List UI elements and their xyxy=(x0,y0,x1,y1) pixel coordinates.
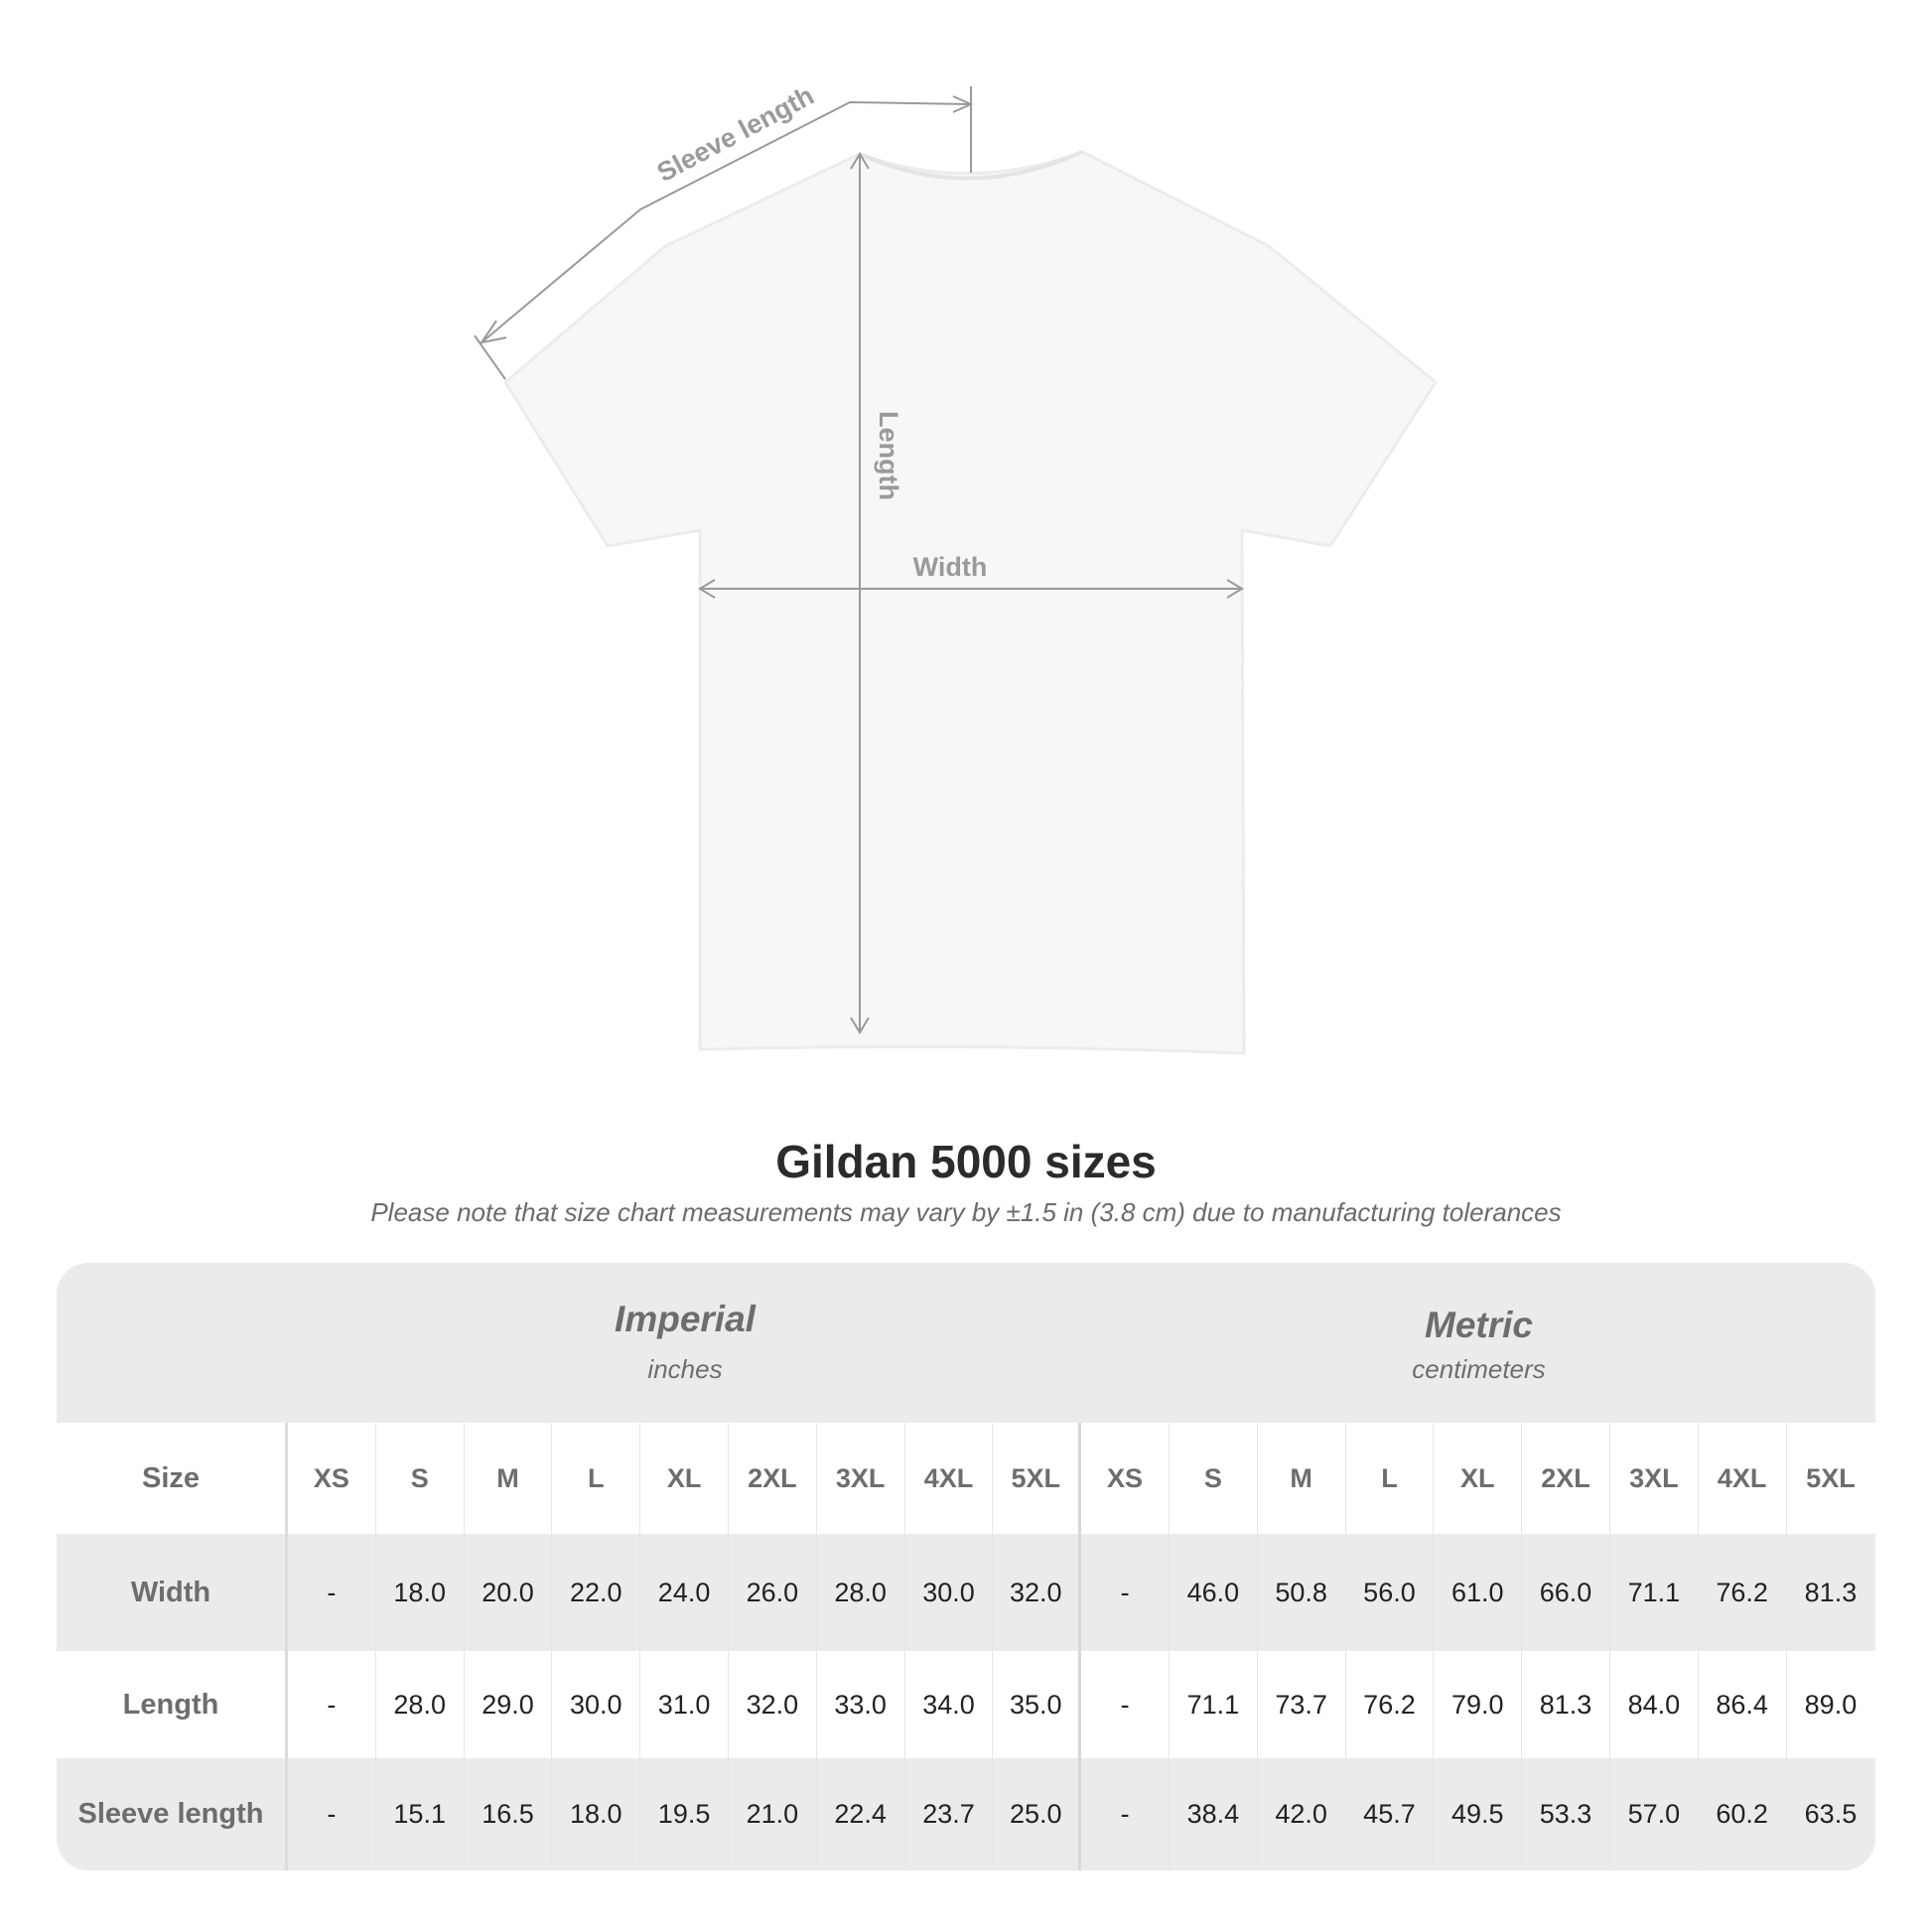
imperial-header: Imperial inches xyxy=(288,1299,1082,1385)
value-cell: 29.0 xyxy=(465,1651,553,1758)
value-cell: 26.0 xyxy=(729,1534,817,1651)
size-header-cell: XS xyxy=(1081,1423,1170,1534)
tshirt-diagram: Sleeve length Length Width xyxy=(474,80,1438,1055)
value-cell: 31.0 xyxy=(640,1651,729,1758)
value-cell: 21.0 xyxy=(729,1758,817,1870)
value-cell: 28.0 xyxy=(376,1651,465,1758)
size-header-cell: S xyxy=(1170,1423,1258,1534)
value-cell: 33.0 xyxy=(817,1651,905,1758)
metric-header: Metric centimeters xyxy=(1082,1305,1875,1385)
value-cell: 71.1 xyxy=(1170,1651,1258,1758)
value-cell: - xyxy=(288,1758,376,1870)
tolerance-note: Please note that size chart measurements… xyxy=(370,1197,1562,1227)
row-label: Width xyxy=(57,1534,288,1651)
value-cell: 30.0 xyxy=(905,1534,994,1651)
table-row: Length -28.0 29.0 30.0 31.0 32.0 33.0 34.0 35.0-… xyxy=(57,1651,1875,1758)
size-header-cell: L xyxy=(552,1423,641,1534)
size-table: Imperial inches Metric centimeters Size X… xyxy=(57,1263,1875,1870)
size-header-cell: 5XL xyxy=(1806,1462,1856,1493)
value-cell: - xyxy=(288,1651,376,1758)
value-cell: 53.3 xyxy=(1522,1758,1610,1870)
value-cell: - xyxy=(1081,1758,1170,1870)
size-header-cell: 3XL xyxy=(817,1423,905,1534)
value-cell: 61.0 xyxy=(1434,1534,1523,1651)
value-cell: 76.2 xyxy=(1346,1651,1435,1758)
sleeve-length-label: Sleeve length xyxy=(652,80,819,188)
length-label: Length xyxy=(874,411,903,500)
value-cell: 23.7 xyxy=(905,1758,994,1870)
size-header-cell: 3XL xyxy=(1610,1423,1699,1534)
sleeve-length-line xyxy=(481,100,972,344)
value-cell: 28.0 xyxy=(817,1534,905,1651)
value-cell: 46.0 xyxy=(1170,1534,1258,1651)
imperial-unit: inches xyxy=(647,1354,723,1384)
value-cell: 84.0 xyxy=(1610,1651,1699,1758)
value-cell: 63.5 xyxy=(1804,1799,1858,1829)
size-header-cell: 2XL xyxy=(1522,1423,1610,1534)
value-cell: 34.0 xyxy=(905,1651,994,1758)
value-cell: 16.5 xyxy=(465,1758,553,1870)
value-cell: 50.8 xyxy=(1258,1534,1346,1651)
row-label: Length xyxy=(57,1651,288,1758)
size-header-cell: M xyxy=(465,1423,553,1534)
tshirt-collar xyxy=(859,150,1083,181)
table-row: Width -18.0 20.0 22.0 24.0 26.0 28.0 30.0 32.0-4… xyxy=(57,1534,1875,1651)
value-cell: 73.7 xyxy=(1258,1651,1346,1758)
value-cell: 86.4 xyxy=(1699,1651,1787,1758)
value-cell: 81.3 xyxy=(1522,1651,1610,1758)
size-header-cell: S xyxy=(376,1423,465,1534)
value-cell: 66.0 xyxy=(1522,1534,1610,1651)
value-cell: 18.0 xyxy=(552,1758,641,1870)
size-header-cell: 5XL xyxy=(993,1423,1082,1534)
value-cell: 15.1 xyxy=(376,1758,465,1870)
value-cell: 42.0 xyxy=(1258,1758,1346,1870)
size-header-row: Size XS S M L XL 2XL 3XL 4XL 5XL XS S M L XL 2XL 3XL 4XL 5… xyxy=(57,1423,1875,1534)
size-header-cell: XS xyxy=(288,1423,376,1534)
value-cell: 79.0 xyxy=(1434,1651,1523,1758)
value-cell: - xyxy=(288,1534,376,1651)
value-cell: 89.0 xyxy=(1804,1689,1858,1720)
value-cell: 38.4 xyxy=(1170,1758,1258,1870)
size-header-cell: 2XL xyxy=(729,1423,817,1534)
imperial-title: Imperial xyxy=(615,1299,756,1339)
tshirt-shape xyxy=(503,150,1438,1055)
value-cell: 18.0 xyxy=(376,1534,465,1651)
size-header-cell: M xyxy=(1258,1423,1346,1534)
value-cell: 19.5 xyxy=(640,1758,729,1870)
value-cell: 60.2 xyxy=(1699,1758,1787,1870)
size-header-cell: XL xyxy=(1434,1423,1523,1534)
row-label: Sleeve length xyxy=(57,1758,288,1870)
value-cell: 32.0 xyxy=(993,1534,1082,1651)
size-header-cell: XL xyxy=(640,1423,729,1534)
row-label: Size xyxy=(57,1423,288,1534)
size-header-cell: L xyxy=(1346,1423,1435,1534)
metric-unit: centimeters xyxy=(1412,1354,1546,1384)
table-row: Sleeve length -15.1 16.5 18.0 19.5 21.0 22.4 23… xyxy=(57,1758,1875,1870)
value-cell: 81.3 xyxy=(1804,1577,1858,1607)
value-cell: 57.0 xyxy=(1610,1758,1699,1870)
size-header-cell: 4XL xyxy=(1699,1423,1787,1534)
value-cell: 49.5 xyxy=(1434,1758,1523,1870)
value-cell: 30.0 xyxy=(552,1651,641,1758)
value-cell: 71.1 xyxy=(1610,1534,1699,1651)
metric-title: Metric xyxy=(1425,1305,1533,1345)
value-cell: 20.0 xyxy=(465,1534,553,1651)
value-cell: - xyxy=(1081,1651,1170,1758)
value-cell: 35.0 xyxy=(993,1651,1082,1758)
value-cell: 32.0 xyxy=(729,1651,817,1758)
value-cell: 22.4 xyxy=(817,1758,905,1870)
value-cell: 76.2 xyxy=(1699,1534,1787,1651)
value-cell: 56.0 xyxy=(1346,1534,1435,1651)
chart-title: Gildan 5000 sizes xyxy=(775,1136,1157,1187)
units-header: Imperial inches Metric centimeters xyxy=(57,1263,1875,1423)
width-label: Width xyxy=(913,552,988,582)
value-cell: 22.0 xyxy=(552,1534,641,1651)
value-cell: 25.0 xyxy=(993,1758,1082,1870)
value-cell: 45.7 xyxy=(1346,1758,1435,1870)
size-header-cell: 4XL xyxy=(905,1423,994,1534)
value-cell: 24.0 xyxy=(640,1534,729,1651)
value-cell: - xyxy=(1081,1534,1170,1651)
